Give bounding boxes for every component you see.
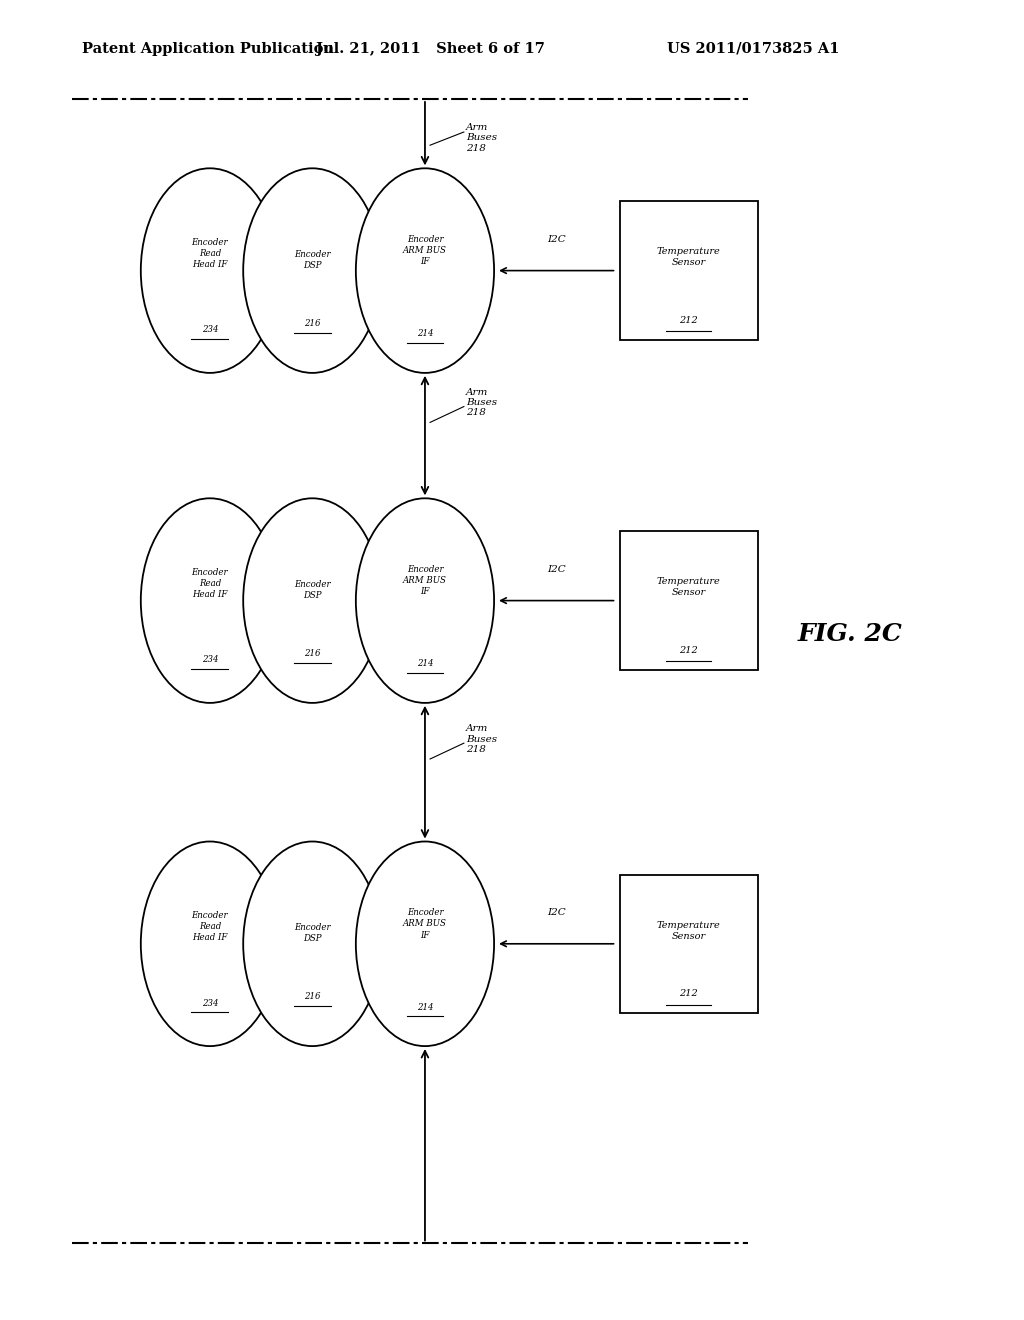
- Text: Encoder
Read
Head IF: Encoder Read Head IF: [191, 568, 228, 599]
- Text: US 2011/0173825 A1: US 2011/0173825 A1: [668, 42, 840, 55]
- Text: 214: 214: [417, 330, 433, 338]
- Text: Jul. 21, 2011   Sheet 6 of 17: Jul. 21, 2011 Sheet 6 of 17: [315, 42, 545, 55]
- Text: Arm
Buses
218: Arm Buses 218: [466, 725, 497, 754]
- Text: 234: 234: [202, 326, 218, 334]
- Text: Temperature
Sensor: Temperature Sensor: [656, 920, 721, 941]
- Text: 212: 212: [679, 647, 698, 655]
- Text: I2C: I2C: [547, 908, 565, 917]
- Text: 216: 216: [304, 993, 321, 1001]
- Ellipse shape: [244, 168, 381, 372]
- Ellipse shape: [140, 168, 279, 372]
- Text: 214: 214: [417, 1003, 433, 1011]
- Ellipse shape: [244, 498, 381, 702]
- Text: Arm
Buses
218: Arm Buses 218: [466, 388, 497, 417]
- Text: Encoder
DSP: Encoder DSP: [294, 579, 331, 601]
- Text: Encoder
DSP: Encoder DSP: [294, 249, 331, 271]
- Text: Encoder
ARM BUS
IF: Encoder ARM BUS IF: [403, 565, 446, 597]
- Text: Arm
Buses
218: Arm Buses 218: [466, 123, 497, 153]
- Ellipse shape: [355, 498, 494, 702]
- Ellipse shape: [140, 498, 279, 702]
- Bar: [620, 875, 758, 1014]
- Text: 216: 216: [304, 649, 321, 657]
- Ellipse shape: [140, 842, 279, 1045]
- Ellipse shape: [355, 168, 494, 372]
- Text: 212: 212: [679, 317, 698, 325]
- Text: Encoder
ARM BUS
IF: Encoder ARM BUS IF: [403, 235, 446, 267]
- Text: FIG. 2C: FIG. 2C: [798, 622, 902, 645]
- Bar: [620, 531, 758, 671]
- Ellipse shape: [355, 842, 494, 1045]
- Text: 234: 234: [202, 999, 218, 1007]
- Text: I2C: I2C: [547, 565, 565, 574]
- Text: 212: 212: [679, 990, 698, 998]
- Text: Patent Application Publication: Patent Application Publication: [82, 42, 334, 55]
- Text: Encoder
DSP: Encoder DSP: [294, 923, 331, 944]
- Text: 214: 214: [417, 660, 433, 668]
- Text: Temperature
Sensor: Temperature Sensor: [656, 577, 721, 598]
- Text: 216: 216: [304, 319, 321, 327]
- Text: Encoder
Read
Head IF: Encoder Read Head IF: [191, 238, 228, 269]
- Text: Temperature
Sensor: Temperature Sensor: [656, 247, 721, 268]
- Text: I2C: I2C: [547, 235, 565, 244]
- Ellipse shape: [244, 842, 381, 1045]
- Text: Encoder
Read
Head IF: Encoder Read Head IF: [191, 911, 228, 942]
- Bar: [620, 201, 758, 339]
- Text: 234: 234: [202, 656, 218, 664]
- Text: Encoder
ARM BUS
IF: Encoder ARM BUS IF: [403, 908, 446, 940]
